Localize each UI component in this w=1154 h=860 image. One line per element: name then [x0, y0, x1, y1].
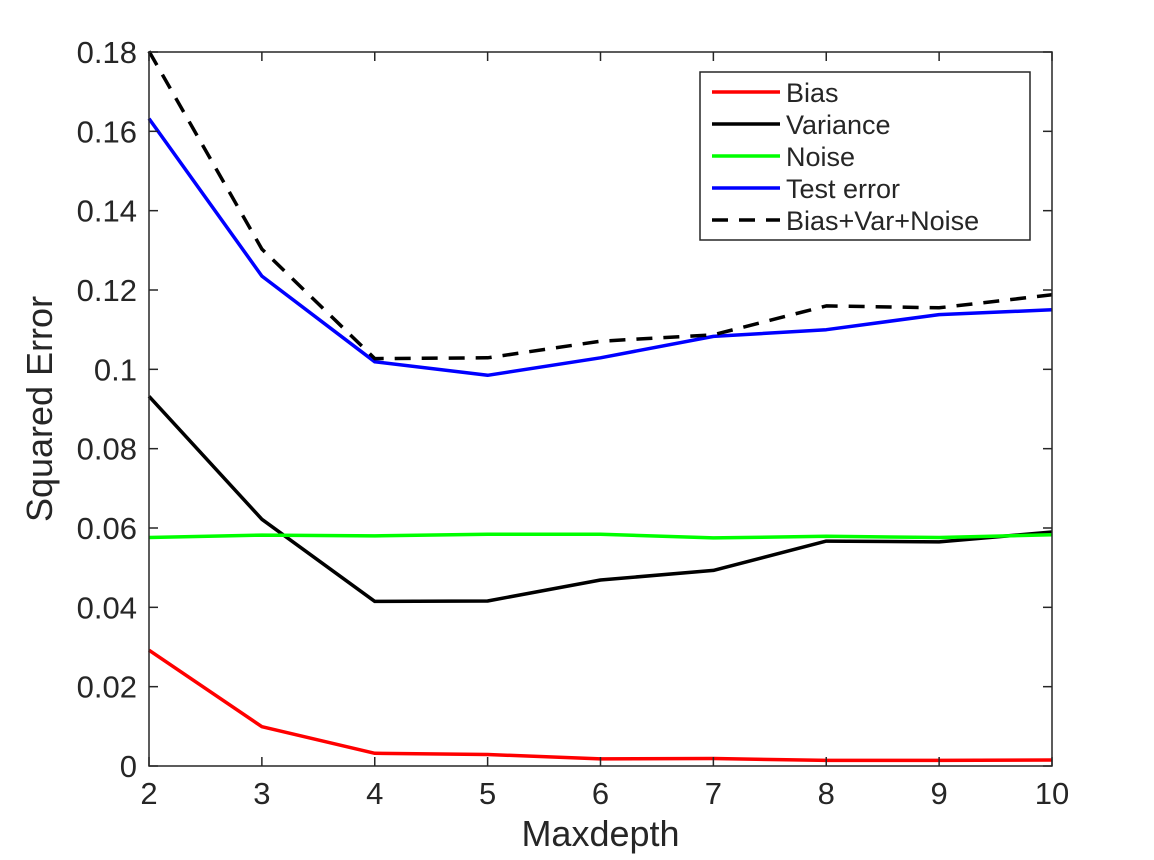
x-axis-label: Maxdepth [521, 813, 679, 854]
series-line-bias [148, 648, 1053, 763]
legend-label: Variance [786, 110, 891, 140]
y-tick-label: 0.1 [94, 352, 137, 387]
y-tick-label: 0.12 [77, 273, 137, 308]
x-tick-label: 7 [705, 776, 722, 811]
y-tick-label: 0.06 [77, 511, 137, 546]
y-tick-label: 0.08 [77, 432, 137, 467]
y-tick-label: 0.04 [77, 590, 137, 625]
ticks: 2 3 4 5 6 7 8 9 10 0 0.02 0.04 0.06 0.08 0.1 0.12 0.14 0.… [77, 35, 1070, 811]
x-tick-label: 3 [253, 776, 270, 811]
legend-label: Test error [786, 174, 900, 204]
legend-label: Bias+Var+Noise [786, 206, 979, 236]
x-tick-label: 6 [592, 776, 609, 811]
legend-label: Bias [786, 78, 839, 108]
y-tick-label: 0.02 [77, 670, 137, 705]
y-tick-label: 0.14 [77, 194, 137, 229]
x-tick-label: 8 [818, 776, 835, 811]
series-line-bias-var-noise [147, 50, 1053, 361]
y-tick-label: 0 [120, 749, 137, 784]
x-tick-label: 5 [479, 776, 496, 811]
y-axis-label: Squared Error [19, 296, 60, 522]
x-tick-label: 2 [140, 776, 157, 811]
legend-label: Noise [786, 142, 855, 172]
x-tick-label: 10 [1035, 776, 1069, 811]
series-line-test-error [147, 117, 1053, 378]
x-tick-label: 9 [931, 776, 948, 811]
series-line-variance [147, 395, 1053, 604]
series-line-noise [148, 532, 1053, 540]
x-tick-label: 4 [366, 776, 383, 811]
y-tick-label: 0.16 [77, 114, 137, 149]
y-tick-label: 0.18 [77, 35, 137, 70]
